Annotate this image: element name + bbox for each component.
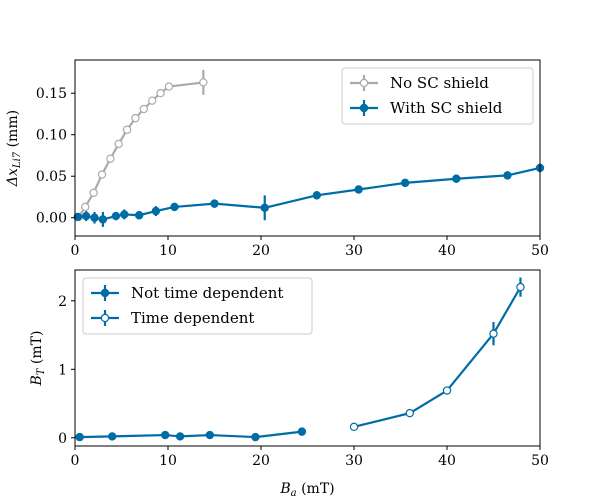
legend-label: No SC shield [390, 74, 489, 92]
data-point-with-sc-shield-15 [503, 171, 512, 180]
y-axis-label-main: B [29, 375, 45, 386]
data-point-no-sc-shield-4 [106, 154, 115, 163]
data-point-no-sc-shield-1 [81, 202, 90, 212]
x-tick-label: 20 [252, 243, 270, 259]
plot-frame [74, 59, 541, 237]
data-point-not-time-dependent-4 [205, 430, 215, 440]
data-point-with-sc-shield-9 [210, 199, 219, 208]
series-not-time-dependent [75, 427, 307, 442]
legend-label: Not time dependent [131, 284, 283, 302]
data-point-with-sc-shield-7 [151, 206, 161, 216]
y-tick-label: 1 [58, 362, 67, 378]
x-tick-label: 0 [71, 243, 80, 259]
legend-entry-no-sc-shield: No SC shield [350, 74, 489, 92]
y-tick-label: 2 [58, 294, 67, 310]
data-point-no-sc-shield-10 [156, 89, 165, 98]
legend: No SC shield With SC shield [341, 67, 534, 125]
data-point-with-sc-shield-3 [98, 215, 108, 224]
x-axis-label-main: B [279, 481, 290, 497]
data-point-no-sc-shield-3 [97, 170, 107, 179]
data-point-with-sc-shield-4 [111, 211, 121, 221]
data-point-no-sc-shield-11 [164, 82, 174, 91]
data-point-no-sc-shield-5 [114, 139, 123, 149]
data-point-no-sc-shield-9 [147, 96, 157, 105]
series-line-with-sc-shield [77, 166, 541, 221]
x-tick-label: 30 [345, 243, 363, 259]
data-point-with-sc-shield-2 [90, 213, 99, 222]
x-axis-label: Ba (mT) [279, 481, 334, 499]
data-point-with-sc-shield-8 [170, 202, 179, 212]
x-axis-label-sub: a [291, 488, 297, 499]
data-point-with-sc-shield-6 [134, 211, 144, 220]
series-with-sc-shield [73, 163, 545, 227]
series-time-dependent [349, 277, 525, 432]
data-point-with-sc-shield-0 [73, 212, 82, 222]
y-tick-label: 0.10 [36, 128, 67, 144]
legend-marker [359, 78, 369, 88]
data-point-with-sc-shield-10 [260, 203, 269, 212]
x-axis-label-unit: (mT) [297, 481, 335, 497]
legend-entry-with-sc-shield: With SC shield [350, 99, 503, 117]
x-tick-label: 50 [531, 243, 549, 259]
top-chart: 0 10 20 30 40 50 0.00 0.05 0.10 0.15 ΔxLi7 (mm) No … [5, 59, 549, 259]
y-axis-label-unit: (mm) [5, 110, 21, 152]
legend-entry-time-dependent: Time dependent [91, 309, 254, 327]
plot-frame [74, 269, 541, 447]
series-line-time-dependent [353, 286, 522, 428]
data-point-not-time-dependent-0 [75, 432, 84, 442]
data-point-no-sc-shield-2 [89, 188, 98, 198]
data-point-not-time-dependent-5 [251, 432, 260, 442]
legend-marker [100, 313, 110, 323]
y-axis-label-sub: Li7 [12, 151, 23, 169]
x-tick-label: 10 [159, 453, 177, 469]
data-point-time-dependent-4 [516, 282, 525, 292]
y-axis-label: BT (mT) [29, 331, 47, 387]
legend: Not time dependent Time dependent [82, 277, 313, 335]
data-point-with-sc-shield-12 [354, 185, 363, 194]
x-tick-label: 0 [71, 453, 80, 469]
data-point-with-sc-shield-11 [312, 191, 321, 200]
x-tick-label: 10 [159, 243, 177, 259]
data-point-not-time-dependent-3 [175, 432, 185, 441]
x-tick-label: 20 [252, 453, 270, 469]
legend-entry-not-time-dependent: Not time dependent [91, 284, 283, 302]
data-point-time-dependent-2 [442, 386, 452, 395]
y-axis-label-sub: T [36, 367, 47, 375]
data-point-no-sc-shield-6 [122, 125, 132, 134]
data-point-with-sc-shield-14 [452, 174, 461, 183]
data-point-time-dependent-1 [405, 408, 414, 418]
data-point-with-sc-shield-1 [81, 211, 91, 221]
series-no-sc-shield [74, 69, 208, 222]
data-point-no-sc-shield-7 [131, 113, 140, 123]
y-axis-label-main: Δx [5, 168, 21, 187]
y-tick-label: 0.05 [36, 169, 67, 185]
y-axis-label: ΔxLi7 (mm) [5, 110, 23, 187]
x-tick-label: 40 [438, 453, 456, 469]
x-tick-label: 30 [345, 453, 363, 469]
data-point-no-sc-shield-12 [199, 78, 208, 87]
x-tick-label: 50 [531, 453, 549, 469]
data-point-not-time-dependent-6 [297, 427, 307, 436]
data-point-time-dependent-3 [489, 329, 498, 338]
data-point-no-sc-shield-8 [139, 104, 149, 114]
data-point-time-dependent-0 [349, 422, 359, 432]
legend-marker [359, 103, 369, 113]
data-point-not-time-dependent-2 [161, 430, 170, 440]
legend-label: With SC shield [390, 99, 503, 117]
y-tick-label: 0.00 [36, 211, 67, 227]
series-line-no-sc-shield [77, 81, 204, 218]
legend-label: Time dependent [131, 309, 254, 327]
data-point-with-sc-shield-5 [120, 210, 129, 219]
data-point-not-time-dependent-1 [107, 432, 117, 441]
y-tick-label: 0 [58, 431, 67, 447]
legend-box [341, 67, 534, 125]
data-point-with-sc-shield-13 [400, 178, 410, 188]
y-axis-label-unit: (mT) [29, 331, 45, 369]
x-tick-label: 40 [438, 243, 456, 259]
legend-marker [100, 288, 110, 298]
y-tick-label: 0.15 [36, 86, 67, 102]
legend-box [82, 277, 313, 335]
